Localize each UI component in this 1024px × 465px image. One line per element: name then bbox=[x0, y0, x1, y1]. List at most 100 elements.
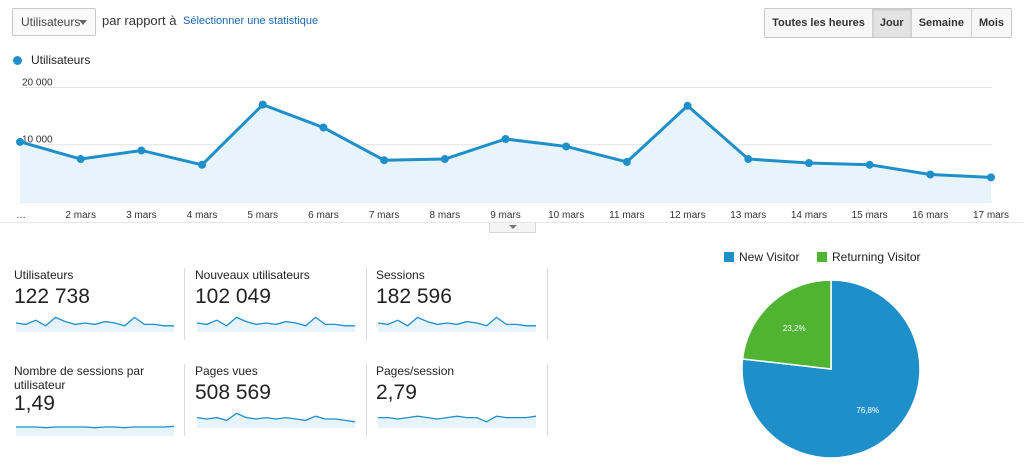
x-tick-label: 9 mars bbox=[490, 210, 521, 221]
x-tick-label: 12 mars bbox=[670, 210, 706, 221]
x-tick-label: 5 mars bbox=[247, 210, 278, 221]
metric-card[interactable]: Nombre de sessions par utilisateur 1,49 bbox=[14, 364, 184, 439]
pie-slice bbox=[741, 279, 832, 370]
series-area bbox=[20, 104, 991, 202]
chevron-down-icon bbox=[509, 225, 517, 229]
metric-card[interactable]: Pages/session 2,79 bbox=[376, 364, 546, 439]
metric-label: Pages/session bbox=[376, 364, 455, 378]
sparkline-area bbox=[197, 413, 355, 428]
pie-legend-new-visitor[interactable]: New Visitor bbox=[724, 250, 799, 264]
data-point bbox=[501, 135, 510, 143]
metric-card[interactable]: Nouveaux utilisateurs 102 049 bbox=[195, 268, 365, 343]
x-tick-label: 4 mars bbox=[187, 210, 218, 221]
data-point bbox=[987, 173, 995, 182]
sparkline-line bbox=[16, 425, 175, 429]
data-point bbox=[198, 160, 207, 169]
visitor-type-pie-chart: 76,8% 23,2% bbox=[741, 279, 921, 459]
y-tick-label: 20 000 bbox=[22, 77, 53, 88]
metric-label: Nombre de sessions par utilisateur bbox=[14, 364, 145, 392]
y-tick-label: 10 000 bbox=[22, 135, 53, 146]
metric-value: 1,49 bbox=[14, 392, 55, 415]
x-tick-label: 7 mars bbox=[369, 210, 400, 221]
pie-legend-label: Returning Visitor bbox=[832, 250, 921, 264]
data-point bbox=[804, 159, 813, 168]
data-point bbox=[683, 101, 692, 110]
data-point bbox=[865, 160, 874, 169]
x-tick-label: 15 mars bbox=[852, 210, 888, 221]
metric-select[interactable]: Utilisateurs bbox=[12, 8, 96, 36]
data-point bbox=[319, 123, 328, 132]
sparkline-line bbox=[196, 316, 355, 327]
x-tick-label: 14 mars bbox=[791, 210, 827, 221]
metric-value: 102 049 bbox=[195, 285, 271, 308]
metric-divider bbox=[184, 364, 185, 436]
sparkline-line bbox=[15, 316, 174, 327]
x-tick-label: 6 mars bbox=[308, 210, 339, 221]
legend-swatch-icon bbox=[817, 252, 827, 262]
metric-divider bbox=[366, 268, 367, 340]
metric-sparkline bbox=[16, 425, 175, 436]
x-tick-label: 16 mars bbox=[912, 210, 948, 221]
metric-label: Utilisateurs bbox=[14, 268, 74, 282]
select-statistic-link[interactable]: Sélectionner une statistique bbox=[183, 15, 319, 27]
legend-swatch-icon bbox=[724, 252, 734, 262]
x-tick-label: 3 mars bbox=[126, 210, 157, 221]
x-tick-label: 11 mars bbox=[609, 210, 644, 221]
metric-value: 508 569 bbox=[195, 381, 271, 404]
pie-legend-label: New Visitor bbox=[739, 250, 800, 264]
metric-divider bbox=[547, 364, 548, 436]
legend-dot-icon bbox=[13, 56, 22, 65]
metric-card[interactable]: Sessions 182 596 bbox=[376, 268, 546, 343]
compare-label: par rapport à bbox=[102, 13, 177, 28]
metric-sparkline bbox=[196, 316, 355, 332]
data-point bbox=[926, 170, 935, 179]
month-button[interactable]: Mois bbox=[971, 9, 1011, 37]
sparkline-area bbox=[378, 416, 536, 428]
sparkline-line bbox=[377, 316, 536, 327]
metric-sparkline bbox=[196, 412, 356, 428]
pie-slice-label: 76,8% bbox=[856, 406, 879, 415]
pie-slice-label: 23,2% bbox=[783, 324, 806, 333]
legend-label: Utilisateurs bbox=[31, 53, 91, 67]
data-point bbox=[258, 100, 267, 109]
metric-label: Nouveaux utilisateurs bbox=[195, 268, 310, 282]
pie-legend-returning-visitor[interactable]: Returning Visitor bbox=[817, 250, 921, 264]
metric-value: 2,79 bbox=[376, 381, 417, 404]
data-point bbox=[16, 137, 24, 146]
metric-value: 122 738 bbox=[14, 285, 90, 308]
x-tick-label: 17 mars bbox=[973, 210, 1009, 221]
data-point bbox=[380, 156, 389, 165]
sparkline-line bbox=[378, 415, 537, 423]
data-point bbox=[622, 157, 631, 166]
chevron-down-icon bbox=[79, 20, 87, 25]
metric-card[interactable]: Utilisateurs 122 738 bbox=[14, 268, 184, 343]
users-line-chart: 20 000 10 000 … 2 mars 3 mars 4 mars 5 mars 6 m… bbox=[16, 77, 1009, 221]
data-point bbox=[562, 142, 571, 151]
data-point bbox=[744, 155, 753, 164]
metric-label: Pages vues bbox=[195, 364, 258, 378]
metric-select-value: Utilisateurs bbox=[21, 15, 81, 29]
collapse-chart-toggle[interactable] bbox=[489, 223, 536, 233]
metric-divider bbox=[547, 268, 548, 340]
x-tick-label: 10 mars bbox=[548, 210, 584, 221]
metric-sparkline bbox=[15, 316, 174, 332]
x-tick-label: … bbox=[16, 210, 26, 221]
metric-sparkline bbox=[377, 316, 536, 332]
hourly-button[interactable]: Toutes les heures bbox=[765, 9, 873, 37]
metric-label: Sessions bbox=[376, 268, 425, 282]
data-point bbox=[76, 155, 85, 164]
metric-card[interactable]: Pages vues 508 569 bbox=[195, 364, 365, 439]
day-button[interactable]: Jour bbox=[872, 9, 912, 37]
week-button[interactable]: Semaine bbox=[911, 9, 972, 37]
x-tick-label: 8 mars bbox=[430, 210, 461, 221]
sparkline-area bbox=[16, 426, 174, 436]
metric-divider bbox=[366, 364, 367, 436]
x-tick-label: 13 mars bbox=[730, 210, 766, 221]
chart-divider bbox=[0, 222, 1024, 223]
granularity-toggle: Toutes les heures Jour Semaine Mois bbox=[764, 8, 1012, 38]
metric-value: 182 596 bbox=[376, 285, 452, 308]
data-point bbox=[137, 146, 146, 155]
sparkline-line bbox=[196, 412, 356, 423]
x-tick-label: 2 mars bbox=[65, 210, 96, 221]
metric-sparkline bbox=[378, 415, 537, 428]
